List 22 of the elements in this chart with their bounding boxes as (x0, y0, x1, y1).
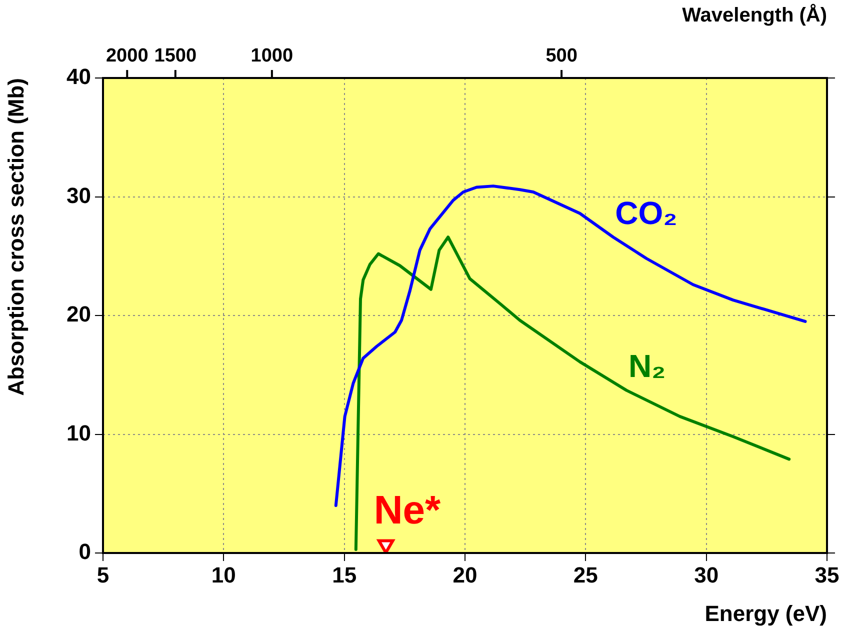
text: 1000 (250, 46, 294, 67)
x-tick-label: 10 (211, 562, 236, 588)
y-tick-label: 10 (66, 420, 91, 446)
y-tick-label: 30 (66, 182, 91, 208)
y-tick-label: 0 (78, 539, 91, 564)
text: 500 (546, 46, 578, 67)
text: 2000 (106, 46, 148, 67)
y-tick-label: 20 (66, 302, 91, 327)
y-axis-title: Absorption cross section (Mb) (3, 78, 28, 396)
x-tick-label: 30 (694, 562, 719, 588)
series-label: N₂ (628, 348, 666, 384)
y-tick-label: 40 (66, 64, 91, 90)
x-tick-label: 35 (814, 562, 840, 588)
x-axis-title: Energy (eV) (704, 600, 827, 626)
x-tick-label: 25 (573, 562, 598, 588)
x-tick-label: 20 (452, 562, 478, 588)
x2-axis-title: Wavelength (Å) (682, 4, 827, 27)
series-label: Ne* (374, 488, 441, 533)
x-tick-label: 5 (96, 562, 110, 588)
text: 1500 (154, 46, 197, 67)
x-tick-label: 15 (332, 562, 357, 588)
series-label: CO₂ (615, 194, 678, 231)
